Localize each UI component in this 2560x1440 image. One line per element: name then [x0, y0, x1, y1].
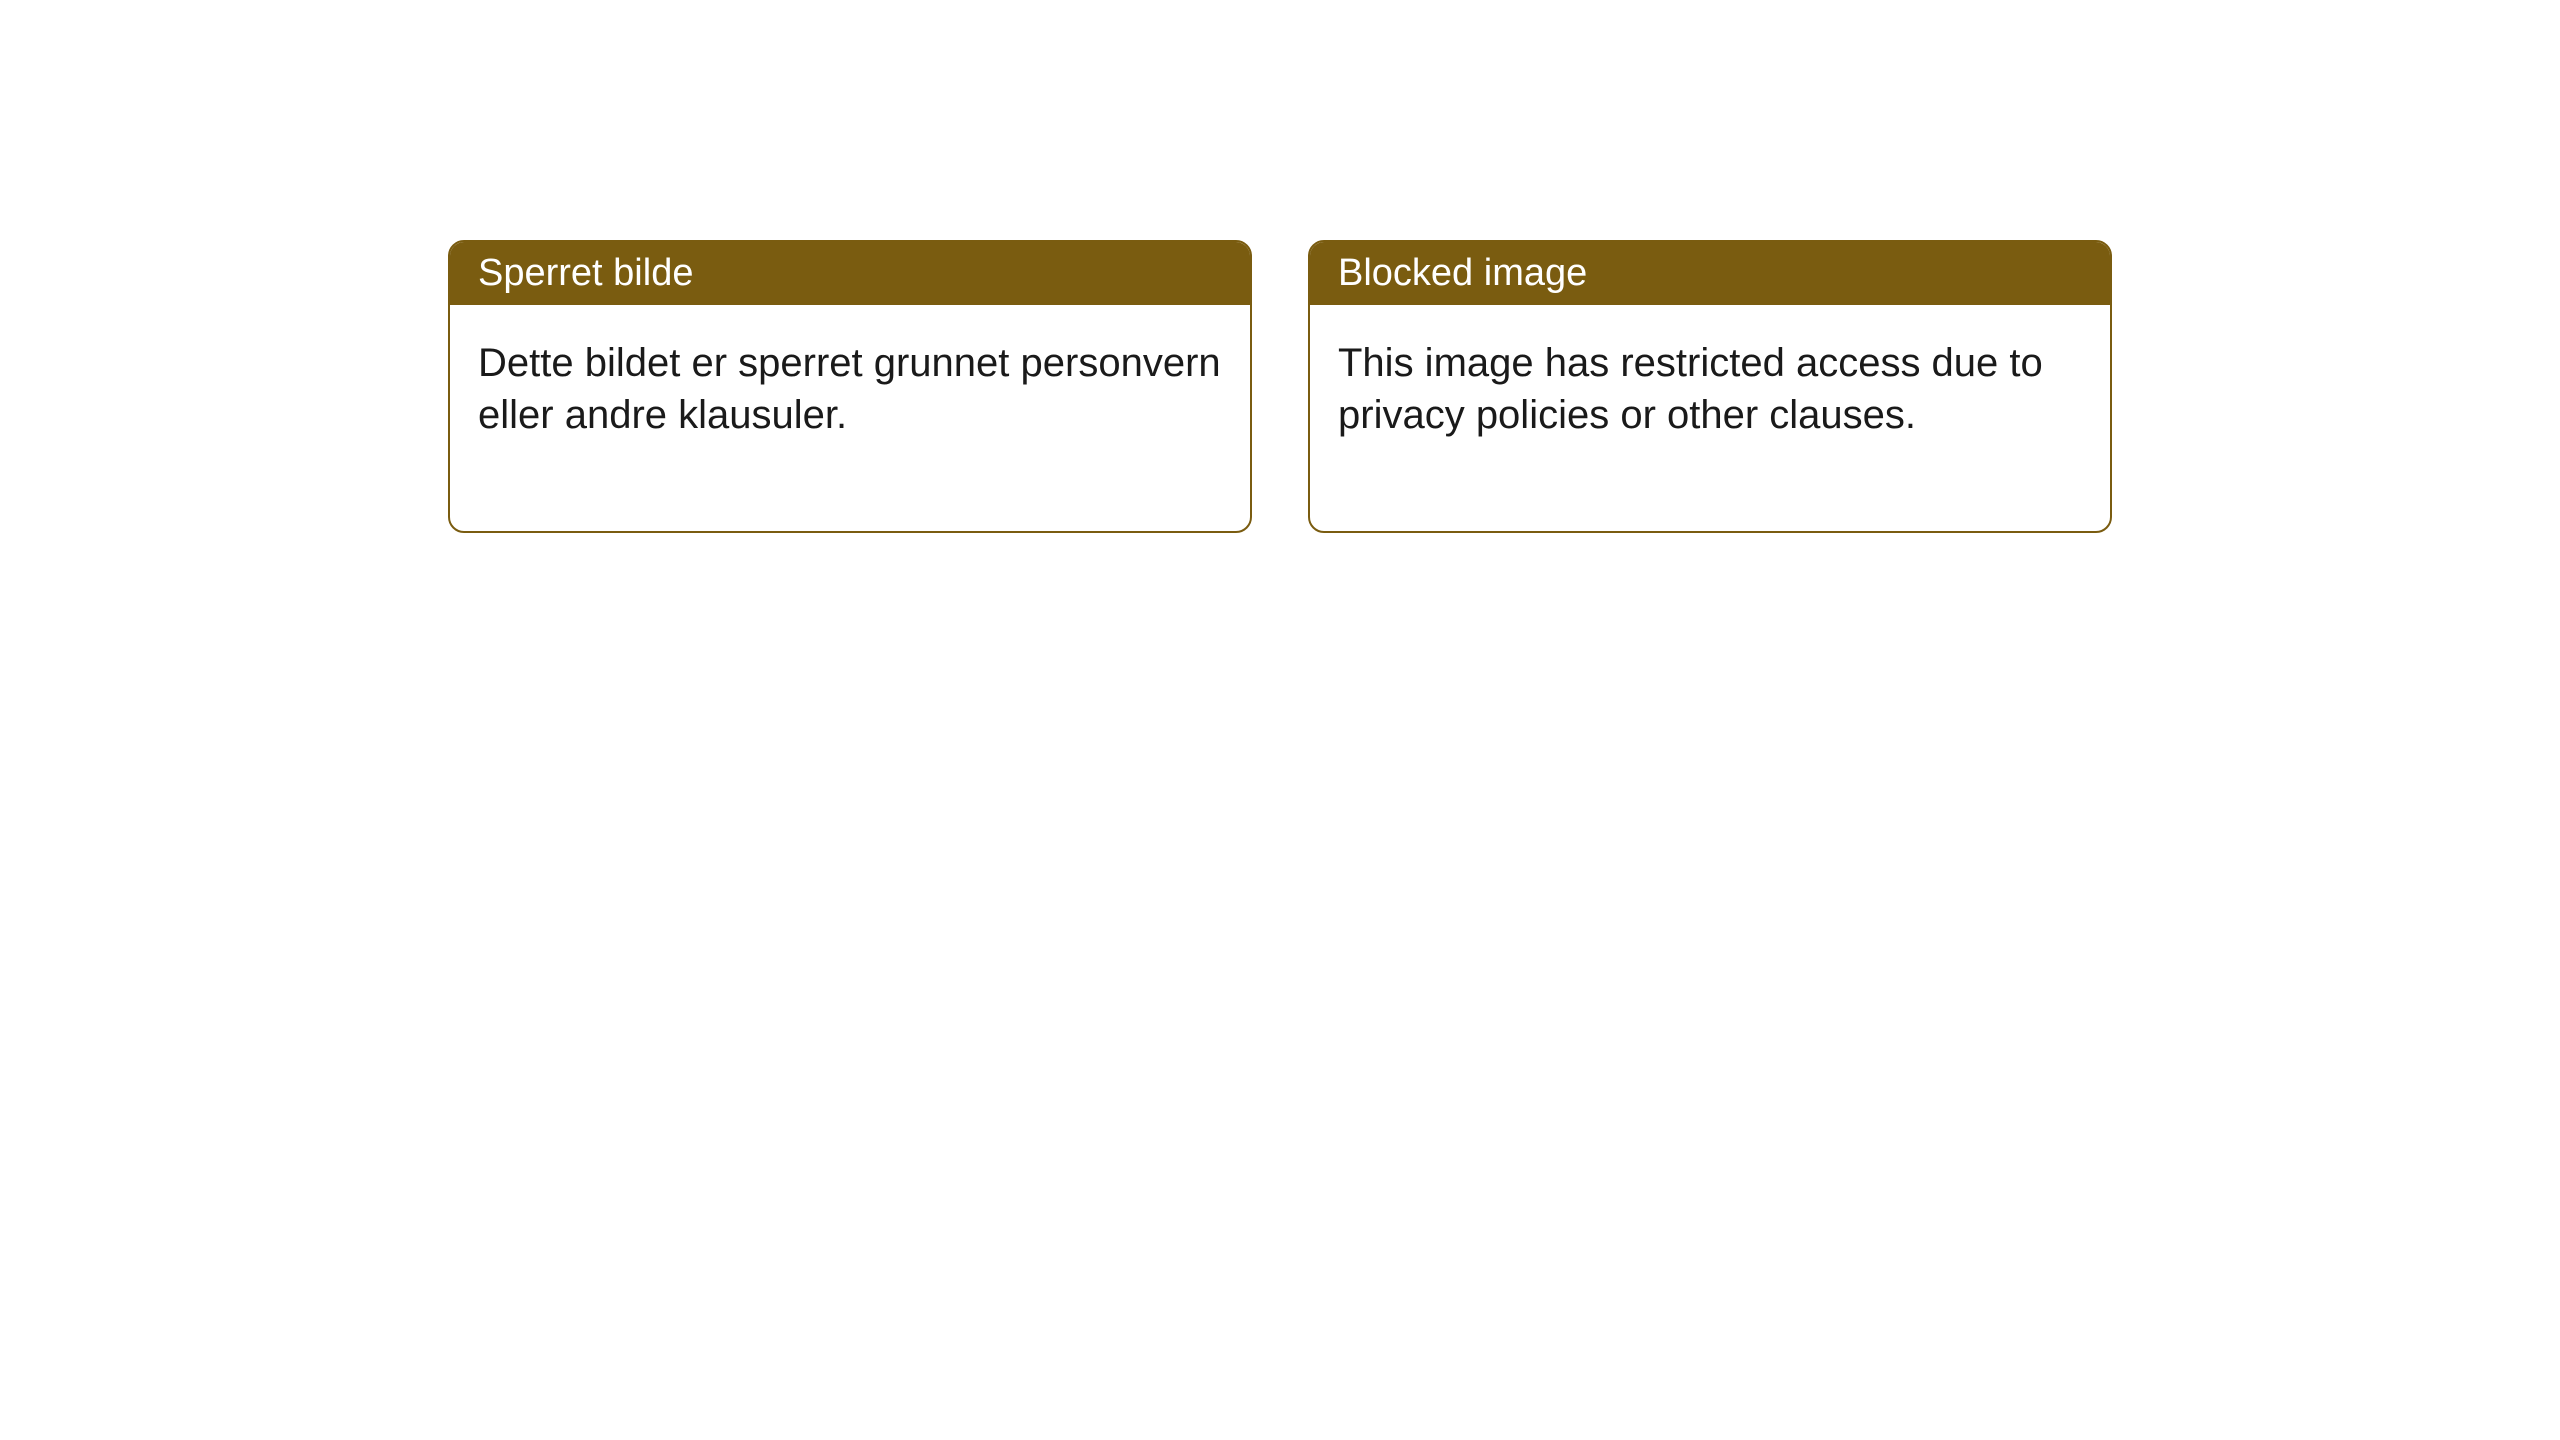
notice-card-english: Blocked image This image has restricted …	[1308, 240, 2112, 533]
card-body: Dette bildet er sperret grunnet personve…	[450, 305, 1250, 531]
notice-card-norwegian: Sperret bilde Dette bildet er sperret gr…	[448, 240, 1252, 533]
card-title: Blocked image	[1338, 252, 1587, 294]
card-body: This image has restricted access due to …	[1310, 305, 2110, 531]
notice-cards-container: Sperret bilde Dette bildet er sperret gr…	[448, 240, 2112, 533]
card-header: Sperret bilde	[450, 242, 1250, 305]
card-body-text: This image has restricted access due to …	[1338, 341, 2043, 437]
card-header: Blocked image	[1310, 242, 2110, 305]
card-title: Sperret bilde	[478, 252, 693, 294]
card-body-text: Dette bildet er sperret grunnet personve…	[478, 341, 1221, 437]
